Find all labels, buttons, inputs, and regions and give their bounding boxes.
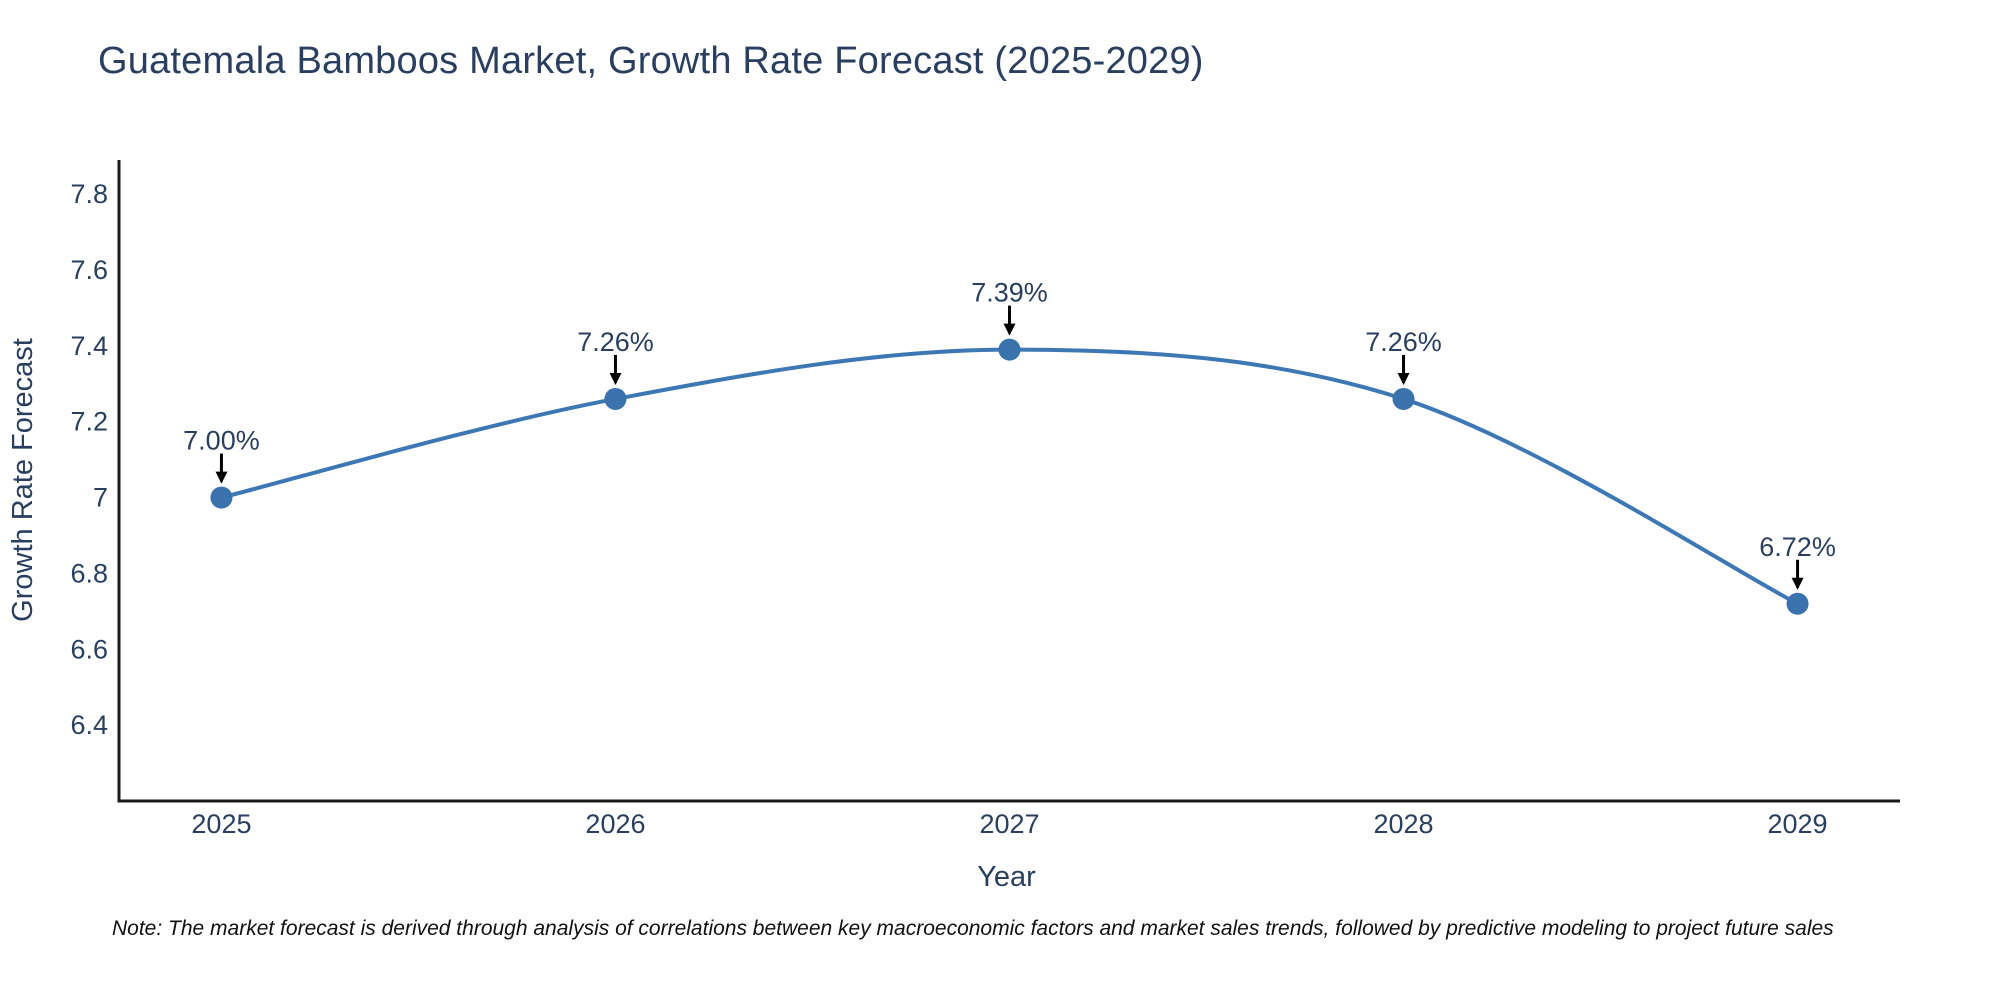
y-axis-title: Growth Rate Forecast [7, 338, 39, 622]
forecast-line [219, 347, 1800, 606]
y-tick-label: 7.2 [70, 407, 108, 437]
data-point [604, 387, 627, 410]
data-point [998, 338, 1021, 361]
data-point [1392, 387, 1415, 410]
chart-title: Guatemala Bamboos Market, Growth Rate Fo… [98, 40, 1204, 82]
annotation-label: 7.00% [183, 426, 260, 456]
y-tick-label: 7 [93, 483, 108, 513]
annotation-label: 6.72% [1759, 532, 1836, 562]
x-tick-label: 2029 [1768, 809, 1828, 839]
x-axis-title: Year [977, 861, 1036, 893]
y-tick-label: 6.4 [70, 710, 108, 740]
y-tick-label: 7.4 [70, 331, 108, 361]
y-tick-label: 6.6 [70, 634, 108, 664]
annotation-label: 7.26% [1365, 327, 1442, 357]
x-tick-label: 2026 [585, 809, 645, 839]
data-point [1786, 592, 1809, 615]
y-tick-label: 7.6 [70, 255, 108, 285]
y-tick-label: 6.8 [70, 558, 108, 588]
annotation-label: 7.26% [577, 327, 654, 357]
x-tick-label: 2027 [979, 809, 1039, 839]
y-tick-label: 7.8 [70, 179, 108, 209]
data-point [210, 486, 233, 509]
annotation-label: 7.39% [971, 278, 1048, 308]
x-tick-label: 2025 [191, 809, 251, 839]
footnote: Note: The market forecast is derived thr… [112, 917, 1834, 940]
x-tick-label: 2028 [1373, 809, 1433, 839]
